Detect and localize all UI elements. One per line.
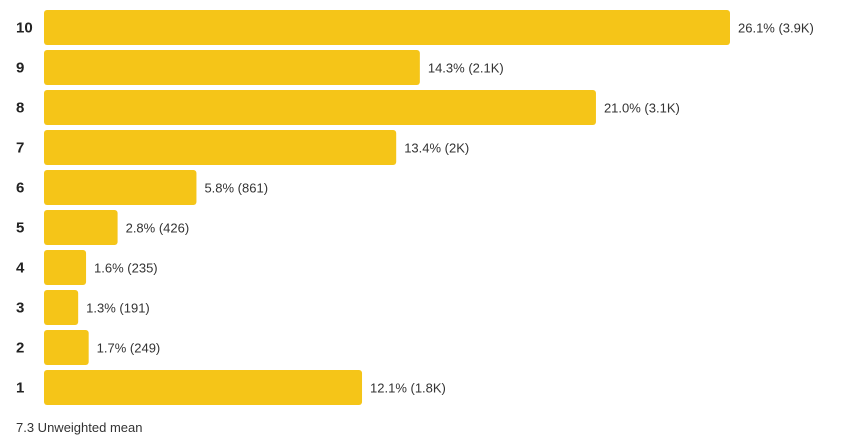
bar-1[interactable] (44, 370, 363, 405)
data-label-7: 13.4% (2K) (404, 141, 469, 156)
category-label-2: 2 (16, 340, 24, 357)
category-label-8: 8 (16, 100, 24, 117)
category-label-4: 4 (16, 260, 25, 277)
data-label-2: 1.7% (249) (97, 341, 161, 356)
unweighted-mean-label: 7.3 Unweighted mean (16, 420, 143, 435)
data-label-6: 5.8% (861) (204, 181, 268, 196)
category-label-9: 9 (16, 60, 24, 77)
category-label-5: 5 (16, 220, 24, 237)
bar-10[interactable] (44, 10, 730, 45)
data-label-8: 21.0% (3.1K) (604, 101, 680, 116)
data-label-4: 1.6% (235) (94, 261, 158, 276)
bar-9[interactable] (44, 50, 420, 85)
bar-2[interactable] (44, 330, 89, 365)
bar-5[interactable] (44, 210, 118, 245)
data-label-10: 26.1% (3.9K) (738, 21, 814, 36)
category-label-10: 10 (16, 20, 33, 37)
data-label-1: 12.1% (1.8K) (370, 381, 446, 396)
category-label-6: 6 (16, 180, 24, 197)
bar-3[interactable] (44, 290, 79, 325)
data-label-9: 14.3% (2.1K) (428, 61, 504, 76)
bar-7[interactable] (44, 130, 397, 165)
data-label-3: 1.3% (191) (86, 301, 150, 316)
bar-4[interactable] (44, 250, 87, 285)
bar-8[interactable] (44, 90, 596, 125)
category-label-7: 7 (16, 140, 24, 157)
data-label-5: 2.8% (426) (126, 221, 190, 236)
bar-6[interactable] (44, 170, 197, 205)
category-label-1: 1 (16, 380, 24, 397)
category-label-3: 3 (16, 300, 24, 317)
